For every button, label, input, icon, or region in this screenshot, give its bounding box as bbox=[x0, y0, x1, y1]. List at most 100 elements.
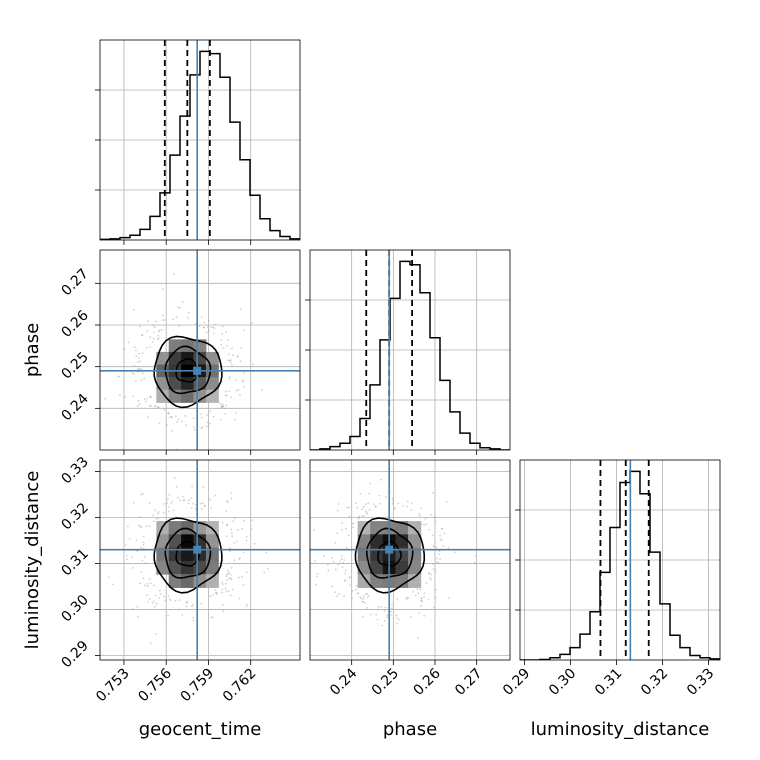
sample-point bbox=[141, 352, 144, 355]
sample-point bbox=[154, 320, 157, 323]
sample-point bbox=[154, 509, 157, 512]
sample-point bbox=[344, 579, 347, 581]
sample-point bbox=[194, 507, 197, 510]
sample-point bbox=[434, 570, 437, 573]
sample-point bbox=[447, 597, 450, 600]
sample-point bbox=[236, 354, 239, 357]
sample-point bbox=[338, 593, 341, 595]
sample-point bbox=[230, 566, 233, 569]
sample-point bbox=[203, 504, 206, 507]
sample-point bbox=[149, 395, 151, 398]
sample-point bbox=[138, 368, 140, 371]
sample-point bbox=[211, 326, 214, 328]
sample-point bbox=[428, 571, 431, 574]
sample-point bbox=[152, 324, 155, 327]
sample-point bbox=[351, 589, 354, 592]
sample-point bbox=[221, 581, 223, 584]
sample-point bbox=[145, 594, 148, 597]
sample-point bbox=[425, 582, 428, 585]
panel-phase-geocent_time-frame bbox=[99, 249, 301, 451]
sample-point bbox=[214, 589, 217, 591]
sample-point bbox=[355, 588, 357, 591]
sample-point bbox=[163, 319, 166, 321]
sample-point bbox=[395, 616, 398, 619]
sample-point bbox=[414, 594, 417, 597]
panel-luminosity_distance-geocent_time-density-cell bbox=[168, 547, 182, 562]
sample-point bbox=[144, 562, 147, 565]
sample-point bbox=[229, 547, 231, 550]
sample-point bbox=[229, 359, 232, 362]
sample-point bbox=[348, 515, 351, 518]
sample-point bbox=[425, 523, 428, 525]
sample-point bbox=[378, 494, 381, 497]
sample-point bbox=[136, 368, 139, 370]
sample-point bbox=[168, 416, 171, 419]
sample-point bbox=[430, 573, 433, 576]
sample-point bbox=[138, 403, 141, 406]
sample-point bbox=[178, 599, 181, 601]
sample-point bbox=[150, 396, 152, 398]
ytick-label-phase-2: 0.26 bbox=[58, 307, 91, 340]
sample-point bbox=[243, 519, 246, 522]
sample-point bbox=[191, 603, 194, 606]
sample-point bbox=[146, 585, 149, 587]
sample-point bbox=[420, 599, 422, 602]
sample-point bbox=[349, 576, 351, 579]
ytick-label-luminosity_distance-1: 0.30 bbox=[58, 592, 91, 625]
sample-point bbox=[104, 397, 106, 400]
sample-point bbox=[405, 598, 408, 600]
sample-point bbox=[146, 330, 149, 332]
sample-point bbox=[133, 346, 136, 348]
panel-luminosity_distance-geocent_time-samples bbox=[107, 477, 269, 645]
sample-point bbox=[432, 534, 434, 537]
sample-point bbox=[154, 605, 156, 608]
sample-point bbox=[199, 413, 202, 415]
sample-point bbox=[362, 601, 365, 603]
sample-point bbox=[152, 514, 155, 517]
sample-point bbox=[153, 584, 155, 587]
sample-point bbox=[152, 520, 155, 523]
sample-point bbox=[126, 525, 129, 528]
sample-point bbox=[221, 588, 223, 591]
sample-point bbox=[177, 608, 180, 611]
sample-point bbox=[361, 515, 363, 517]
sample-point bbox=[365, 510, 367, 513]
panel-luminosity_distance-geocent_time-frame bbox=[99, 459, 301, 661]
sample-point bbox=[207, 320, 210, 322]
sample-point bbox=[209, 595, 211, 598]
sample-point bbox=[405, 596, 408, 599]
sample-point bbox=[234, 418, 237, 421]
sample-point bbox=[167, 510, 170, 513]
sample-point bbox=[155, 517, 158, 520]
sample-point bbox=[474, 555, 477, 558]
sample-point bbox=[158, 589, 161, 592]
sample-point bbox=[440, 538, 442, 541]
sample-point bbox=[352, 526, 355, 529]
sample-point bbox=[231, 535, 234, 538]
sample-point bbox=[224, 582, 227, 585]
sample-point bbox=[240, 575, 243, 578]
sample-point bbox=[228, 375, 231, 378]
sample-point bbox=[315, 583, 318, 586]
sample-point bbox=[406, 500, 409, 503]
sample-point bbox=[192, 502, 195, 505]
panel-luminosity_distance-phase-contour-2 bbox=[354, 517, 426, 594]
sample-point bbox=[410, 509, 413, 512]
sample-point bbox=[215, 591, 218, 594]
panel-phase-geocent_time-density-cell bbox=[205, 377, 219, 391]
sample-point bbox=[203, 326, 206, 329]
sample-point bbox=[231, 347, 233, 350]
xtick-label-luminosity_distance-1: 0.30 bbox=[546, 666, 579, 699]
sample-point bbox=[191, 605, 193, 608]
sample-point bbox=[212, 332, 215, 335]
sample-point bbox=[139, 360, 141, 363]
sample-point bbox=[242, 551, 245, 554]
sample-point bbox=[346, 506, 349, 509]
sample-point bbox=[216, 592, 218, 595]
sample-point bbox=[124, 544, 127, 546]
sample-point bbox=[331, 585, 334, 588]
sample-point bbox=[361, 615, 364, 618]
sample-point bbox=[251, 519, 254, 522]
sample-point bbox=[239, 394, 241, 396]
sample-point bbox=[192, 416, 195, 419]
